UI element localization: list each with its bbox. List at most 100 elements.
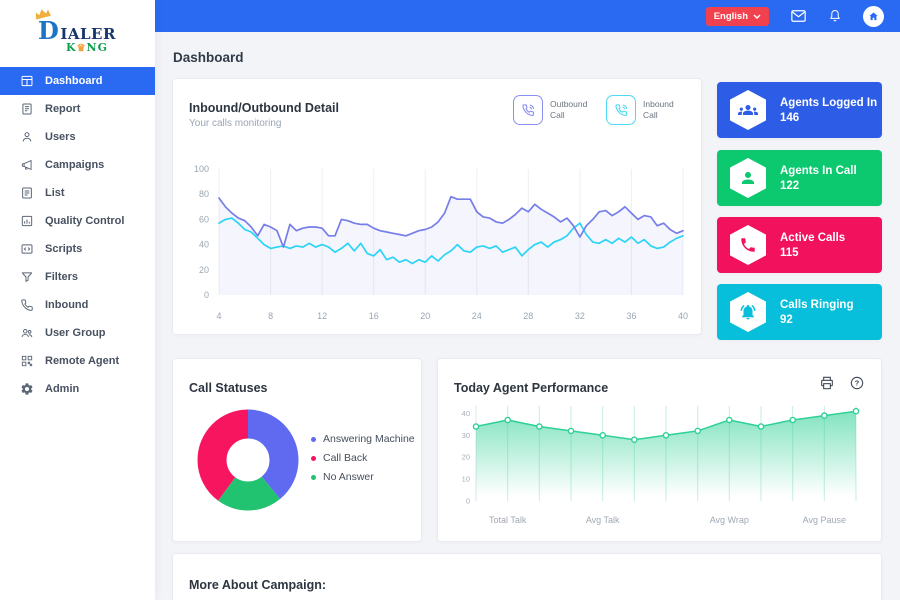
inbound-outbound-card: Inbound/Outbound Detail Your calls monit… (172, 78, 702, 335)
bell-ringing-icon (730, 292, 766, 332)
chevron-down-icon (753, 14, 761, 19)
brand-subname: K♛NG (66, 41, 108, 54)
stat-label: Agents In Call (780, 164, 857, 177)
sidebar-item-list[interactable]: List (0, 179, 155, 207)
legend-dot (311, 436, 316, 442)
scripts-icon (21, 244, 33, 254)
agent-person-icon (730, 158, 766, 198)
svg-text:24: 24 (472, 311, 482, 321)
stat-label: Active Calls (780, 231, 846, 244)
legend-call-back: Call Back (311, 452, 415, 464)
home-button[interactable] (863, 5, 884, 27)
svg-text:32: 32 (575, 311, 585, 321)
svg-text:20: 20 (199, 265, 209, 275)
user-group-icon (21, 329, 33, 338)
sidebar-item-users[interactable]: Users (0, 123, 155, 151)
stat-value: 122 (780, 179, 800, 192)
topbar: English (155, 0, 900, 32)
svg-text:0: 0 (204, 290, 209, 300)
filters-icon (21, 272, 33, 282)
agent-performance-chart: 0 10 20 30 40 Total Talk Avg Talk Avg Wrap Avg P… (462, 406, 860, 525)
sidebar-item-admin[interactable]: Admin (0, 375, 155, 403)
legend-outbound-call: Outbound Call (513, 95, 594, 125)
remote-agent-icon (21, 355, 33, 367)
svg-text:40: 40 (199, 240, 209, 250)
svg-text:20: 20 (420, 311, 430, 321)
svg-text:36: 36 (626, 311, 636, 321)
agents-group-icon (730, 90, 766, 130)
sidebar-item-filters[interactable]: Filters (0, 263, 155, 291)
legend-inbound-call: Inbound Call (606, 95, 687, 125)
svg-text:10: 10 (462, 475, 470, 484)
stat-card-agents-in-call[interactable]: Agents In Call 122 (717, 150, 882, 206)
crown-icon (35, 9, 51, 20)
main-content: Dashboard Inbound/Outbound Detail Your c… (155, 32, 900, 600)
agent-performance-card: Today Agent Performance ? 0 10 20 30 40 Total… (437, 358, 882, 542)
svg-text:16: 16 (369, 311, 379, 321)
svg-text:40: 40 (678, 311, 688, 321)
sidebar-item-campaigns[interactable]: Campaigns (0, 151, 155, 179)
stat-card-agents-logged-in[interactable]: Agents Logged In 146 (717, 82, 882, 138)
inbound-icon (21, 299, 33, 311)
stat-card-active-calls[interactable]: Active Calls 115 (717, 217, 882, 273)
sidebar-item-user-group[interactable]: User Group (0, 319, 155, 347)
stat-value: 115 (780, 246, 799, 259)
legend-dot (311, 455, 316, 461)
svg-text:28: 28 (523, 311, 533, 321)
call-statuses-legend: Answering Machine Call Back No Answer (311, 433, 415, 490)
svg-text:?: ? (855, 379, 860, 388)
campaign-card: More About Campaign: (172, 553, 882, 600)
quality-control-icon (21, 215, 33, 227)
print-icon[interactable] (819, 375, 835, 391)
language-selector[interactable]: English (705, 6, 769, 26)
svg-text:60: 60 (199, 214, 209, 224)
sidebar-item-quality-control[interactable]: Quality Control (0, 207, 155, 235)
svg-text:20: 20 (462, 453, 470, 462)
inbound-outbound-subtitle: Your calls monitoring (189, 118, 282, 129)
svg-text:8: 8 (268, 311, 273, 321)
phone-call-icon (513, 95, 543, 125)
stat-value: 92 (780, 313, 793, 326)
sidebar-item-remote-agent[interactable]: Remote Agent (0, 347, 155, 375)
sidebar-item-report[interactable]: Report (0, 95, 155, 123)
inbound-outbound-chart: 4 8 12 16 20 24 28 32 36 40 0 20 40 60 80 100 (194, 164, 688, 321)
sidebar: DIALER K♛NG Dashboard Report Users Campa… (0, 0, 155, 600)
svg-text:Avg Wrap: Avg Wrap (710, 515, 749, 525)
brand-initial: D (38, 16, 60, 45)
bell-icon[interactable] (828, 8, 842, 24)
svg-text:80: 80 (199, 189, 209, 199)
list-icon (22, 187, 32, 199)
help-icon[interactable]: ? (849, 375, 865, 391)
stat-label: Calls Ringing (780, 298, 854, 311)
inbound-outbound-title: Inbound/Outbound Detail (189, 101, 339, 115)
inbound-outbound-legend: Outbound Call Inbound Call (513, 95, 687, 125)
svg-text:30: 30 (462, 431, 470, 440)
svg-text:40: 40 (462, 409, 470, 418)
brand-logo: DIALER K♛NG (0, 0, 155, 64)
stat-card-calls-ringing[interactable]: Calls Ringing 92 (717, 284, 882, 340)
svg-text:100: 100 (194, 164, 209, 174)
report-icon (22, 103, 32, 115)
sidebar-item-inbound[interactable]: Inbound (0, 291, 155, 319)
legend-no-answer: No Answer (311, 471, 415, 483)
phone-icon (730, 225, 766, 265)
mail-icon[interactable] (790, 9, 807, 23)
dashboard-icon (21, 75, 33, 87)
page-title: Dashboard (173, 50, 244, 65)
campaign-title: More About Campaign: (189, 578, 327, 592)
sidebar-item-dashboard[interactable]: Dashboard (0, 67, 155, 95)
call-statuses-donut-chart (197, 409, 299, 511)
stat-label: Agents Logged In (780, 96, 878, 109)
stat-value: 146 (780, 111, 800, 124)
svg-text:0: 0 (466, 497, 470, 506)
phone-call-icon (606, 95, 636, 125)
brand-name: DIALER (38, 16, 116, 45)
sidebar-item-scripts[interactable]: Scripts (0, 235, 155, 263)
legend-dot (311, 474, 316, 480)
admin-icon (21, 383, 33, 395)
call-statuses-title: Call Statuses (189, 381, 268, 395)
svg-text:Total Talk: Total Talk (489, 515, 527, 525)
svg-text:Avg Pause: Avg Pause (803, 515, 846, 525)
crown-glyph-icon: ♛ (76, 43, 87, 54)
